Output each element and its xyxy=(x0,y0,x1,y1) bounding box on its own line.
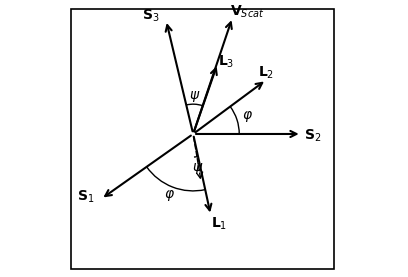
Text: L$_3$: L$_3$ xyxy=(218,54,235,70)
Text: $\varphi$: $\varphi$ xyxy=(242,109,253,124)
Text: $\varphi$: $\varphi$ xyxy=(164,188,175,203)
Text: $\psi$: $\psi$ xyxy=(192,161,203,176)
Text: S$_3$: S$_3$ xyxy=(142,8,160,24)
Text: L$_2$: L$_2$ xyxy=(258,65,275,81)
Text: $\psi$: $\psi$ xyxy=(189,89,201,104)
Text: S$_1$: S$_1$ xyxy=(78,188,95,204)
Text: S$_2$: S$_2$ xyxy=(304,127,321,143)
Text: V$_{Scat}$: V$_{Scat}$ xyxy=(230,4,265,20)
Text: L$_1$: L$_1$ xyxy=(211,215,227,232)
